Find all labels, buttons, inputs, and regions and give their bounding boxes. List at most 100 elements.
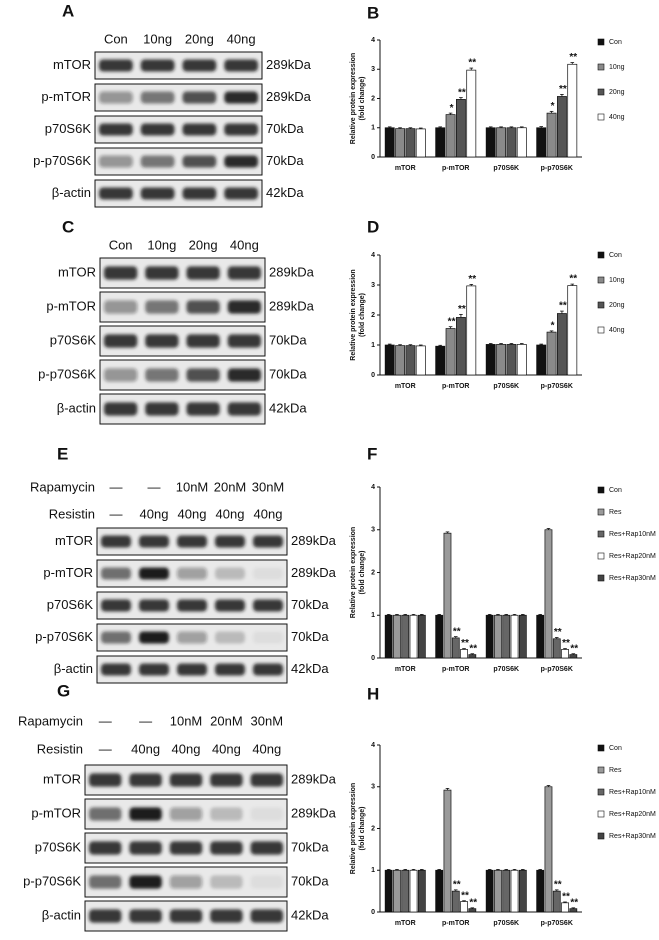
legend-label: 10ng — [609, 64, 625, 71]
lane-label: 20nM — [210, 713, 243, 728]
error-bar — [538, 869, 542, 871]
band — [227, 402, 261, 416]
band — [89, 841, 122, 855]
error-bar — [469, 67, 474, 71]
legend-swatch — [597, 38, 605, 46]
error-bar — [386, 613, 391, 616]
error-bar — [395, 869, 399, 871]
band — [210, 807, 243, 821]
bar — [506, 344, 517, 376]
y-tick-label: 2 — [371, 825, 375, 832]
y-tick-label: 1 — [371, 125, 375, 132]
lane-label: — — [110, 479, 123, 494]
legend-swatch — [597, 744, 605, 752]
band — [224, 155, 258, 168]
error-bar — [459, 313, 463, 318]
error-bar — [420, 869, 424, 871]
band — [224, 59, 258, 72]
x-tick-label: p70S6K — [493, 666, 519, 673]
band — [169, 773, 203, 787]
error-bar — [560, 310, 564, 314]
legend-swatch — [597, 276, 605, 284]
legend-swatch — [597, 832, 605, 840]
lane-label: 10nM — [170, 713, 203, 728]
kda-label: 289kDa — [266, 89, 312, 104]
kda-label: 289kDa — [291, 805, 337, 820]
treatment-label: Rapamycin — [30, 479, 95, 494]
y-tick-label: 1 — [371, 342, 375, 349]
band — [104, 368, 138, 382]
protein-label: p-mTOR — [41, 89, 91, 104]
bar — [516, 127, 527, 158]
significance: ** — [461, 638, 469, 649]
lane-label: 40ng — [227, 31, 256, 46]
bar — [561, 649, 569, 659]
significance: ** — [562, 892, 570, 903]
bar — [556, 96, 567, 158]
legend-swatch — [597, 326, 605, 334]
band — [89, 807, 122, 821]
band — [99, 123, 133, 136]
band — [215, 599, 245, 612]
error-bar — [462, 648, 466, 650]
bar — [393, 869, 401, 913]
y-tick-label: 4 — [371, 742, 375, 749]
protein-label: β-actin — [42, 907, 81, 922]
band — [129, 773, 162, 787]
x-tick-label: mTOR — [395, 165, 416, 172]
bar — [536, 127, 547, 158]
y-axis-label: Relative protein expression — [350, 269, 357, 360]
x-tick-label: p-p70S6K — [541, 383, 573, 390]
error-bar — [445, 531, 450, 534]
protein-label: p-p70S6K — [33, 153, 91, 168]
band — [140, 59, 175, 72]
bar — [417, 614, 426, 659]
y-axis-label: (fold change) — [359, 551, 366, 595]
band — [129, 875, 162, 889]
bar — [544, 529, 553, 659]
error-bar — [512, 869, 517, 871]
x-tick-label: p-p70S6K — [541, 666, 573, 673]
band — [99, 155, 133, 168]
lane-label: Con — [109, 237, 133, 252]
band — [145, 334, 179, 348]
bar — [502, 614, 511, 659]
error-bar — [496, 613, 500, 616]
protein-label: p-mTOR — [46, 298, 96, 313]
protein-label: mTOR — [43, 771, 81, 786]
band — [145, 402, 179, 416]
error-bar — [470, 907, 475, 909]
bar — [518, 869, 527, 913]
lane-label: — — [110, 506, 123, 521]
legend-label: 40ng — [609, 114, 625, 121]
band — [89, 875, 122, 889]
protein-label: p-p70S6K — [38, 366, 96, 381]
legend-label: Con — [609, 252, 622, 259]
panel-letter: C — [62, 217, 74, 236]
y-tick-label: 0 — [371, 655, 375, 662]
band — [250, 773, 283, 787]
band — [227, 300, 261, 314]
significance: ** — [469, 643, 477, 654]
bar — [451, 637, 460, 659]
band — [227, 334, 261, 348]
bar — [445, 114, 456, 158]
x-tick-label: p70S6K — [493, 920, 519, 927]
band — [186, 300, 220, 314]
error-bar — [411, 613, 416, 616]
lane-label: 40ng — [178, 506, 207, 521]
error-bar — [563, 648, 567, 650]
legend-swatch — [597, 63, 605, 71]
error-bar — [445, 788, 450, 791]
protein-label: p-p70S6K — [35, 629, 93, 644]
significance: ** — [458, 304, 466, 315]
bar — [393, 614, 401, 659]
y-tick-label: 3 — [371, 282, 375, 289]
error-bar — [488, 126, 493, 128]
band — [140, 91, 175, 104]
lane-label: 40ng — [212, 741, 241, 756]
error-bar — [453, 889, 458, 892]
error-bar — [395, 613, 399, 616]
lane-label: 40ng — [140, 506, 169, 521]
x-tick-label: mTOR — [395, 920, 416, 927]
